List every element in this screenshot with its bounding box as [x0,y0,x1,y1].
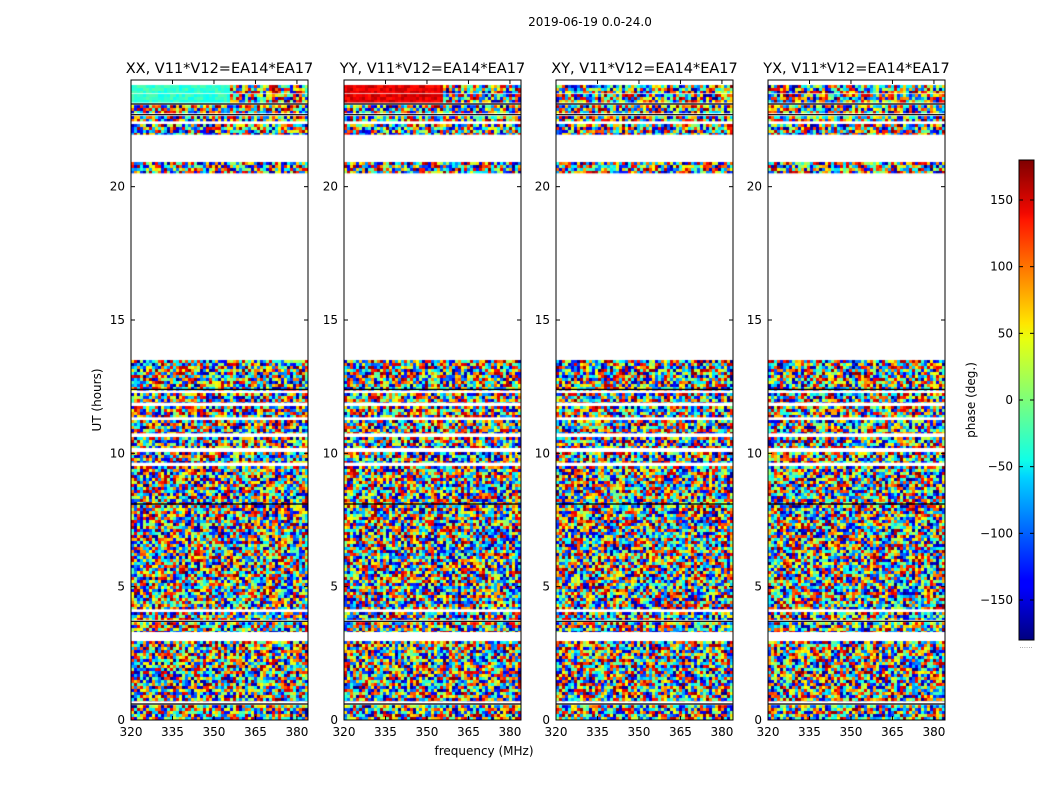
y-tick-label: 15 [535,313,550,327]
x-tick-label: 365 [244,725,267,739]
x-tick-label: 350 [416,725,439,739]
colorbar-label: phase (deg.) [964,362,978,438]
y-tick-label: 10 [535,446,550,460]
colorbar-tick-label: −50 [988,460,1013,474]
y-tick-label: 0 [117,713,125,727]
x-tick-label: 350 [628,725,651,739]
colorbar-ticks: −150 −100 −50 0 50 100 150 [980,193,1034,607]
panel-frame [555,79,734,721]
x-tick-label: 365 [457,725,480,739]
y-tick-label: 0 [754,713,762,727]
panel-title: XY, V11*V12=EA14*EA17 [551,61,737,77]
panel-frame [343,79,522,721]
panel-title: YY, V11*V12=EA14*EA17 [339,61,525,77]
y-tick-label: 10 [323,446,338,460]
panel-frame [767,79,946,721]
figure-suptitle: 2019-06-19 0.0-24.0 [528,15,652,29]
panel-xy: XY, V11*V12=EA14*EA17 320 335 350 365 380 0 5 10… [535,61,738,739]
x-tick-label: 320 [545,725,568,739]
x-tick-label: 335 [798,725,821,739]
y-tick-label: 5 [542,580,550,594]
panel-yy: YY, V11*V12=EA14*EA17 320 335 350 365 380 0 5 10… [323,61,525,739]
y-tick-label: 5 [330,580,338,594]
y-axis-label: UT (hours) [90,368,104,431]
panels-group: XX, V11*V12=EA14*EA17 320 335 350 365 380 0 5 10… [110,61,950,739]
x-tick-label: 350 [203,725,226,739]
y-tick-label: 20 [535,180,550,194]
panel-title: YX, V11*V12=EA14*EA17 [762,61,949,77]
colorbar-tick-label: 0 [1005,393,1013,407]
x-tick-label: 350 [840,725,863,739]
x-tick-label: 380 [922,725,945,739]
colorbar-tick-label: 100 [990,260,1013,274]
x-tick-label: 335 [161,725,184,739]
x-tick-label: 380 [285,725,308,739]
x-tick-label: 320 [120,725,143,739]
panel-yx: YX, V11*V12=EA14*EA17 320 335 350 365 380 0 5 10… [747,61,950,739]
y-tick-label: 0 [542,713,550,727]
y-tick-label: 5 [117,580,125,594]
y-tick-label: 15 [323,313,338,327]
x-tick-label: 320 [757,725,780,739]
phase-heatmap-image [131,80,308,720]
y-tick-label: 10 [747,446,762,460]
x-tick-label: 335 [374,725,397,739]
y-tick-label: 10 [110,446,125,460]
x-tick-label: 380 [498,725,521,739]
y-tick-label: 15 [747,313,762,327]
y-tick-label: 20 [110,180,125,194]
x-tick-label: 365 [669,725,692,739]
y-tick-label: 15 [110,313,125,327]
phase-heatmap-image [556,80,733,720]
y-tick-label: 0 [330,713,338,727]
y-tick-label: 5 [754,580,762,594]
phase-heatmap-image [344,80,521,720]
y-tick-label: 20 [323,180,338,194]
x-tick-label: 380 [710,725,733,739]
x-tick-label: 335 [586,725,609,739]
phase-heatmap-image [768,80,945,720]
x-tick-label: 365 [881,725,904,739]
x-axis-label: frequency (MHz) [434,744,533,758]
colorbar-tick-label: −150 [980,593,1013,607]
panel-title: XX, V11*V12=EA14*EA17 [126,61,314,77]
y-tick-label: 20 [747,180,762,194]
colorbar-tick-label: 150 [990,193,1013,207]
colorbar-tick-label: 50 [998,326,1013,340]
colorbar-tick-label: −100 [980,526,1013,540]
colorbar-footer-dots: ...... [1019,642,1032,650]
x-tick-label: 320 [333,725,356,739]
panel-frame [130,79,309,721]
panel-xx: XX, V11*V12=EA14*EA17 320 335 350 365 380 0 5 10… [110,61,314,739]
colorbar: −150 −100 −50 0 50 100 150 phase (deg.) ...... [964,159,1035,650]
